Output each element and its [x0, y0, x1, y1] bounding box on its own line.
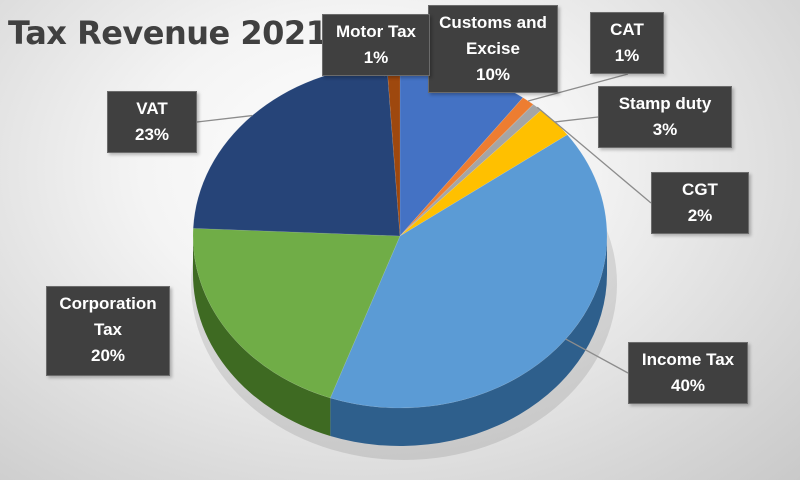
data-label-percent: 2% — [687, 206, 713, 225]
data-label-category: Income Tax — [641, 350, 735, 369]
data-label-percent: 1% — [614, 46, 640, 65]
data-label-customs-and-excise: Customs and Excise 10% — [428, 5, 558, 93]
leader-line-cgt — [536, 106, 652, 204]
data-label-percent: 1% — [363, 48, 389, 67]
data-label-cat: CAT 1% — [590, 12, 664, 74]
data-label-corporation-tax: Corporation Tax 20% — [46, 286, 170, 376]
data-label-percent: 40% — [670, 376, 706, 395]
pie-slice-corporation-tax[interactable] — [192, 228, 401, 399]
data-label-percent: 3% — [652, 120, 678, 139]
leader-line-stamp-duty — [554, 116, 599, 123]
data-label-category: Corporation Tax — [59, 294, 157, 339]
data-label-income-tax: Income Tax 40% — [628, 342, 748, 404]
data-label-category: Stamp duty — [618, 94, 712, 113]
data-label-category: CAT — [610, 20, 644, 39]
pie-slice-cat[interactable] — [399, 97, 534, 237]
data-label-stamp-duty: Stamp duty 3% — [598, 86, 732, 148]
data-label-category: Customs and Excise — [439, 13, 547, 58]
data-label-motor-tax: Motor Tax 1% — [322, 14, 430, 76]
pie-side-income-tax — [330, 236, 607, 447]
data-label-category: VAT — [136, 99, 168, 118]
chart-title: Tax Revenue 2021 — [8, 14, 328, 52]
data-label-percent: 23% — [134, 125, 170, 144]
data-label-category: CGT — [682, 180, 718, 199]
leader-line-vat — [196, 114, 253, 123]
pie-side-corporation-tax — [192, 236, 331, 436]
data-label-cgt: CGT 2% — [651, 172, 749, 234]
leader-line-income-tax — [565, 338, 629, 374]
pie-slice-vat[interactable] — [192, 64, 401, 237]
data-label-percent: 10% — [475, 65, 511, 84]
data-label-percent: 20% — [90, 346, 126, 365]
leader-line-cat — [528, 73, 629, 102]
data-label-category: Motor Tax — [336, 22, 416, 41]
data-label-vat: VAT 23% — [107, 91, 197, 153]
